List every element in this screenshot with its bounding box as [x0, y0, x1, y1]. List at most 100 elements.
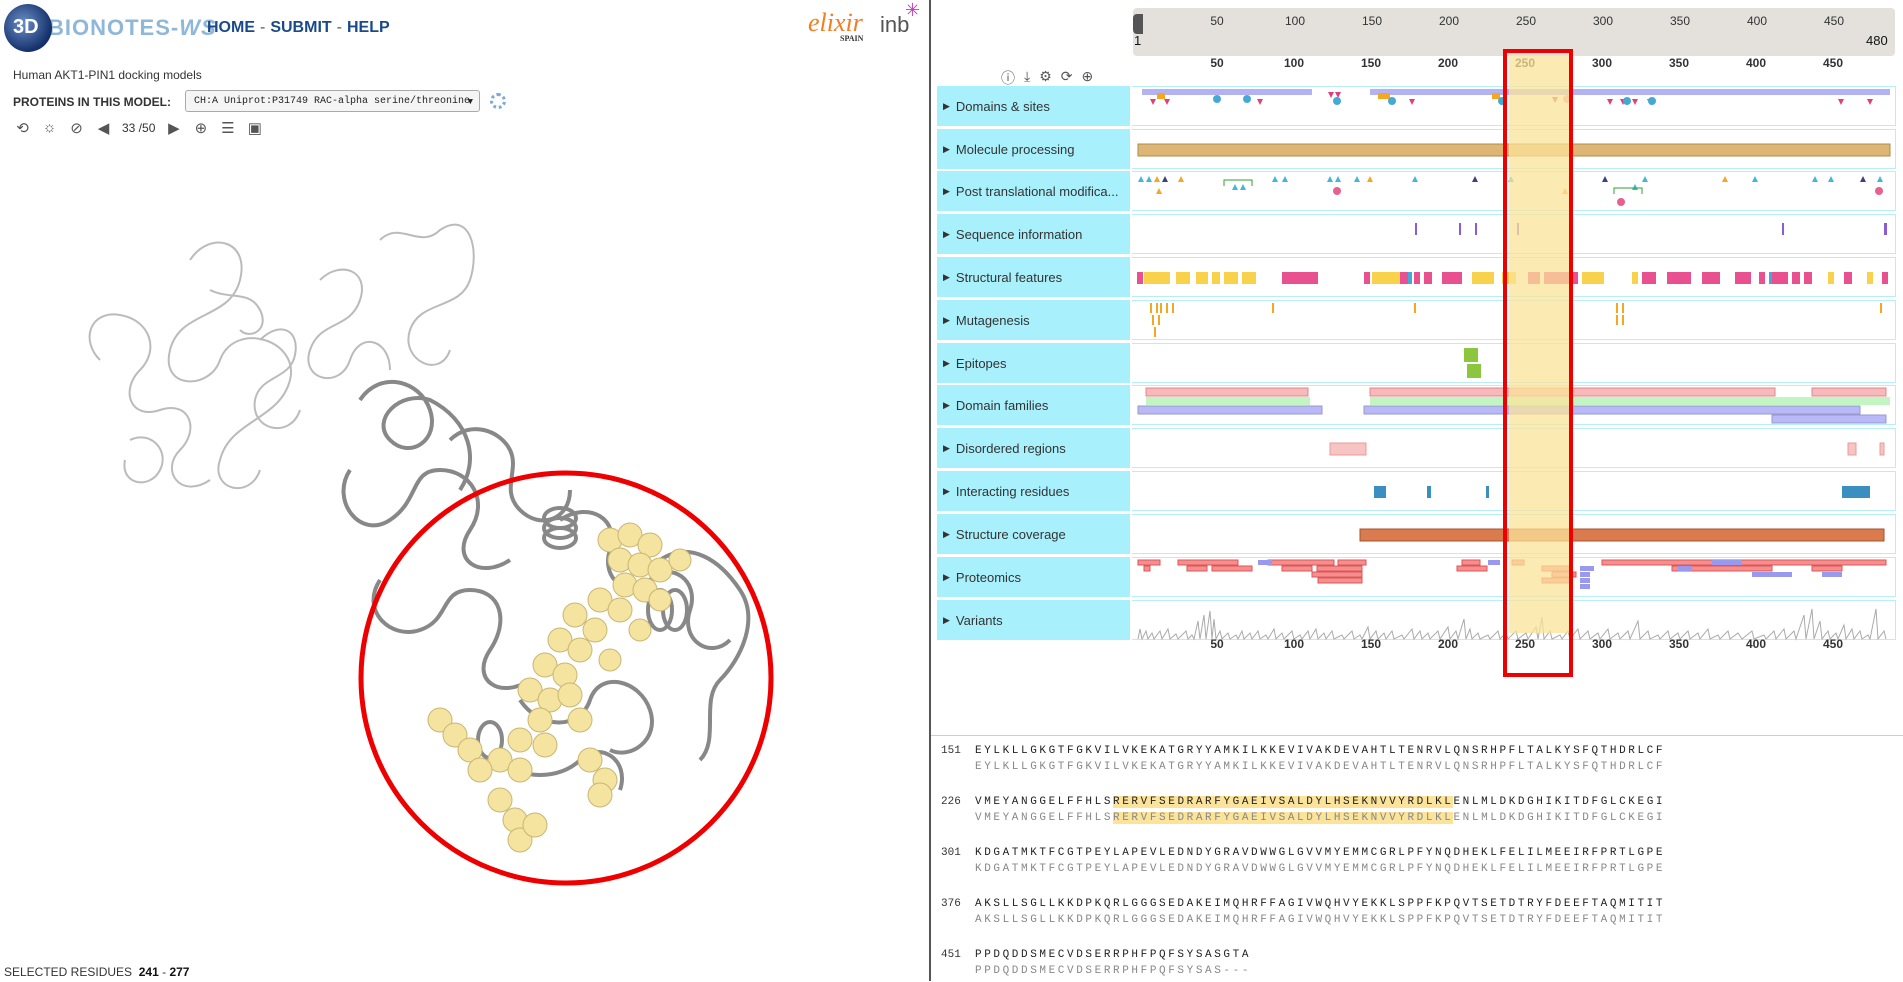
track-domain-families[interactable]: ▶ Domain families: [937, 385, 1896, 427]
elixir-sub: SPAIN: [840, 34, 864, 43]
molecule-viewer[interactable]: [0, 140, 928, 960]
nav-help[interactable]: HELP: [346, 19, 390, 36]
expand-arrow-icon: ▶: [943, 571, 950, 582]
track-label[interactable]: ▶ Structure coverage: [937, 514, 1130, 554]
track-label-text: Structure coverage: [955, 526, 1066, 542]
nav-separator: -: [260, 19, 266, 36]
sequence-line-aligned[interactable]: AKSLLSGLLKKDPKQRLGGGSEDAKEIMQHRFFAGIVWQH…: [941, 914, 1665, 930]
ruler-tick: 200: [1438, 14, 1460, 28]
nav-separator: -: [336, 19, 342, 36]
refresh-icon[interactable]: ⟳: [1060, 68, 1073, 84]
expand-arrow-icon: ▶: [943, 442, 950, 453]
track-label[interactable]: ▶ Post translational modifica...: [937, 171, 1130, 211]
track-label[interactable]: ▶ Proteomics: [937, 557, 1130, 597]
sequence-block: 226 VMEYANGGELFFHLSRERVFSEDRARFYGAEIVSALD…: [941, 796, 1665, 828]
track-label-text: Domains & sites: [955, 98, 1050, 114]
expand-arrow-icon: ▶: [943, 399, 950, 410]
track-ptm[interactable]: ▶ Post translational modifica...: [937, 171, 1896, 213]
sequence-line-aligned[interactable]: KDGATMKTFCGTPEYLAPEVLEDNDYGRAVDWWGLGVVMY…: [941, 863, 1665, 879]
track-features: [1138, 176, 1883, 206]
track-mutagenesis[interactable]: ▶ Mutagenesis: [937, 300, 1896, 342]
sequence-aligned-text: PPDQDDSMECVDSERRPHFPQFSYSAS---: [975, 965, 1252, 977]
track-body[interactable]: [1132, 557, 1896, 597]
model-counter: 33 /50: [122, 120, 156, 135]
sequence-position: 301: [941, 847, 961, 859]
track-proteomics[interactable]: ▶ Proteomics: [937, 557, 1896, 599]
sequence-line-aligned[interactable]: VMEYANGGELFFHLSRERVFSEDRARFYGAEIVSALDYLH…: [941, 812, 1665, 828]
inb-logo[interactable]: inb: [880, 12, 909, 38]
track-label[interactable]: ▶ Molecule processing: [937, 129, 1130, 169]
download-icon[interactable]: ⤓: [1024, 68, 1031, 84]
sequence-aligned-text: KDGATMKTFCGTPEYLAPEVLEDNDYGRAVDWWGLGVVMY…: [975, 863, 1666, 875]
zoom-icon[interactable]: ⊕: [1081, 68, 1094, 84]
sequence-line[interactable]: 451 PPDQDDSMECVDSERRPHFPQFSYSASGTA: [941, 949, 1251, 965]
logo-badge: 3D: [13, 16, 39, 38]
hide-icon[interactable]: ⊘: [70, 119, 83, 137]
sequence-text: KDGATMKTFCGTPEYLAPEVLEDNDYGRAVDWWGLGVVMY…: [975, 847, 1666, 859]
track-label[interactable]: ▶ Structural features: [937, 257, 1130, 297]
track-sequence-information[interactable]: ▶ Sequence information: [937, 214, 1896, 256]
sequence-line[interactable]: 226 VMEYANGGELFFHLSRERVFSEDRARFYGAEIVSALD…: [941, 796, 1665, 812]
sun-icon[interactable]: ☼: [42, 119, 57, 136]
ruler-tick: 350: [1669, 14, 1691, 28]
track-molecule-processing[interactable]: ▶ Molecule processing: [937, 129, 1896, 171]
track-features: [1464, 348, 1481, 378]
next-arrow-icon[interactable]: ▶: [168, 119, 180, 137]
expand-arrow-icon: ▶: [943, 185, 950, 196]
axis-tick: 100: [1283, 637, 1305, 651]
logo-text-main: BIONOTES-: [48, 15, 180, 40]
list-icon[interactable]: ☰: [221, 119, 235, 137]
track-structural-features[interactable]: ▶ Structural features: [937, 257, 1896, 299]
track-interacting-residues[interactable]: ▶ Interacting residues: [937, 471, 1896, 513]
selected-residues-label: SELECTED RESIDUES: [4, 965, 133, 979]
refresh-icon[interactable]: ⟲: [16, 119, 29, 137]
panel-divider[interactable]: [929, 0, 931, 981]
track-label-text: Disordered regions: [955, 440, 1066, 456]
axis-tick: 200: [1437, 637, 1459, 651]
inb-star-icon: ✳: [905, 0, 921, 20]
track-label[interactable]: ▶ Domain families: [937, 385, 1130, 425]
track-epitopes[interactable]: ▶ Epitopes: [937, 343, 1896, 385]
track-label[interactable]: ▶ Epitopes: [937, 343, 1130, 383]
track-label[interactable]: ▶ Mutagenesis: [937, 300, 1130, 340]
track-label[interactable]: ▶ Interacting residues: [937, 471, 1130, 511]
nav-submit[interactable]: SUBMIT: [270, 19, 332, 36]
axis-tick: 150: [1360, 56, 1382, 70]
track-variants[interactable]: ▶ Variants: [937, 600, 1896, 642]
track-structure-coverage[interactable]: ▶ Structure coverage: [937, 514, 1896, 556]
ruler-handle-left[interactable]: [1133, 14, 1143, 34]
molecule-render: [88, 223, 774, 886]
track-label[interactable]: ▶ Disordered regions: [937, 428, 1130, 468]
ruler-tick: 450: [1823, 14, 1845, 28]
track-label[interactable]: ▶ Domains & sites: [937, 86, 1130, 126]
track-label[interactable]: ▶ Sequence information: [937, 214, 1130, 254]
sequence-line[interactable]: 301 KDGATMKTFCGTPEYLAPEVLEDNDYGRAVDWWGLGV…: [941, 847, 1665, 863]
info-icon[interactable]: ⓘ: [1001, 70, 1015, 86]
track-domains-sites[interactable]: ▶ Domains & sites: [937, 86, 1896, 128]
elixir-logo[interactable]: elixir SPAIN: [808, 8, 863, 43]
sequence-line-aligned[interactable]: EYLKLLGKGTFGKVILVKEKATGRYYAMKILKKEVIVAKD…: [941, 761, 1665, 777]
sequence-line[interactable]: 376 AKSLLSGLLKKDPKQRLGGGSEDAKEIMQHRFFAGIV…: [941, 898, 1665, 914]
protein-select[interactable]: CH:A Uniprot:P31749 RAC-alpha serine/thr…: [185, 90, 480, 112]
track-disordered-regions[interactable]: ▶ Disordered regions: [937, 428, 1896, 470]
viewer-toolbar: ⟲ ☼ ⊘ ◀ 33 /50 ▶ ⊕ ☰ ▣: [14, 119, 263, 137]
sequence-block: 151 EYLKLLGKGTFGKVILVKEKATGRYYAMKILKKEVIV…: [941, 745, 1665, 777]
axis-tick: 350: [1668, 637, 1690, 651]
sequence-line-aligned[interactable]: PPDQDDSMECVDSERRPHFPQFSYSAS---: [941, 965, 1251, 981]
axis-tick: 450: [1822, 56, 1844, 70]
ruler-tick: 400: [1746, 14, 1768, 28]
settings-icon[interactable]: ⚙: [1039, 68, 1052, 84]
sequence-ruler[interactable]: 50 100 150 200 250 300 350 400 450: [1133, 8, 1895, 56]
camera-icon[interactable]: ▣: [247, 119, 262, 137]
sequence-line[interactable]: 151 EYLKLLGKGTFGKVILVKEKATGRYYAMKILKKEVIV…: [941, 745, 1665, 761]
prev-arrow-icon[interactable]: ◀: [97, 119, 110, 137]
track-label[interactable]: ▶ Variants: [937, 600, 1130, 640]
app-logo[interactable]: 3D BIONOTES-WS: [4, 4, 217, 52]
sequence-viewer[interactable]: 151 EYLKLLGKGTFGKVILVKEKATGRYYAMKILKKEVIV…: [931, 735, 1903, 982]
expand-arrow-icon: ▶: [943, 485, 950, 496]
expand-arrow-icon: ▶: [943, 228, 950, 239]
nav-home[interactable]: HOME: [207, 19, 255, 36]
protein-select-value: CH:A Uniprot:P31749 RAC-alpha serine/thr…: [194, 96, 471, 107]
axis-tick: 300: [1591, 56, 1613, 70]
target-icon[interactable]: ⊕: [194, 119, 208, 137]
